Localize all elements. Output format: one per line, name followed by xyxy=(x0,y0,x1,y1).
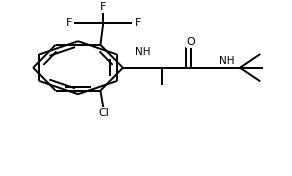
Text: F: F xyxy=(65,18,72,27)
Text: F: F xyxy=(135,18,141,27)
Text: NH: NH xyxy=(135,47,151,57)
Text: Cl: Cl xyxy=(98,108,109,118)
Text: NH: NH xyxy=(219,56,235,66)
Text: O: O xyxy=(187,37,195,47)
Text: F: F xyxy=(100,2,107,12)
